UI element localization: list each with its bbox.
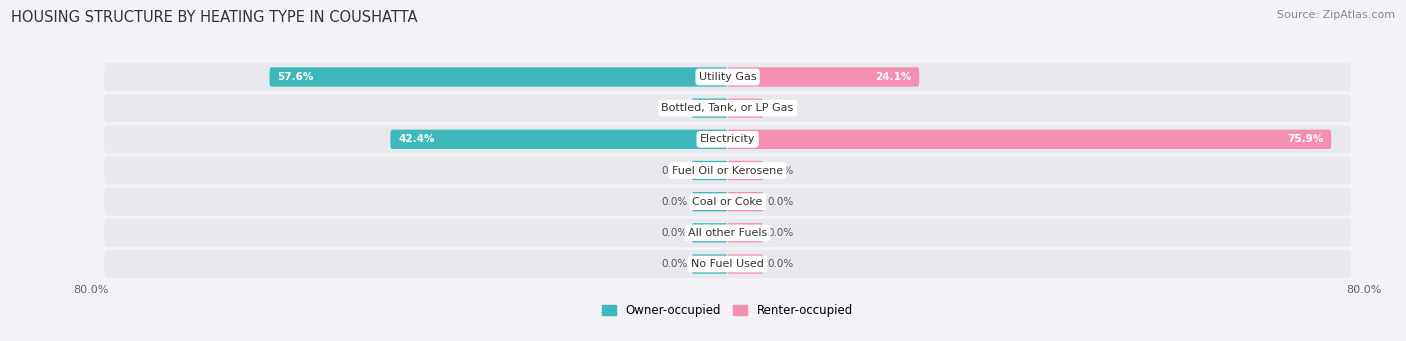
Text: 24.1%: 24.1% (875, 72, 911, 82)
FancyBboxPatch shape (692, 254, 728, 274)
FancyBboxPatch shape (692, 223, 728, 242)
Text: 0.0%: 0.0% (768, 228, 793, 238)
Text: Bottled, Tank, or LP Gas: Bottled, Tank, or LP Gas (661, 103, 794, 113)
FancyBboxPatch shape (104, 94, 1351, 122)
FancyBboxPatch shape (728, 130, 1331, 149)
Text: Fuel Oil or Kerosene: Fuel Oil or Kerosene (672, 165, 783, 176)
FancyBboxPatch shape (692, 192, 728, 211)
Text: Coal or Coke: Coal or Coke (692, 197, 763, 207)
Text: 0.0%: 0.0% (662, 259, 688, 269)
FancyBboxPatch shape (728, 192, 763, 211)
FancyBboxPatch shape (104, 157, 1351, 184)
Text: No Fuel Used: No Fuel Used (692, 259, 763, 269)
Text: 0.0%: 0.0% (768, 197, 793, 207)
Text: 75.9%: 75.9% (1286, 134, 1323, 144)
FancyBboxPatch shape (728, 67, 920, 87)
Text: Utility Gas: Utility Gas (699, 72, 756, 82)
FancyBboxPatch shape (104, 219, 1351, 247)
Text: Source: ZipAtlas.com: Source: ZipAtlas.com (1277, 10, 1395, 20)
Text: 0.0%: 0.0% (662, 165, 688, 176)
FancyBboxPatch shape (692, 99, 728, 118)
FancyBboxPatch shape (104, 63, 1351, 91)
Text: 0.0%: 0.0% (768, 259, 793, 269)
FancyBboxPatch shape (728, 99, 763, 118)
FancyBboxPatch shape (391, 130, 728, 149)
FancyBboxPatch shape (728, 254, 763, 274)
Text: 0.0%: 0.0% (662, 103, 688, 113)
FancyBboxPatch shape (104, 125, 1351, 153)
FancyBboxPatch shape (270, 67, 728, 87)
FancyBboxPatch shape (728, 223, 763, 242)
Text: Electricity: Electricity (700, 134, 755, 144)
Text: 0.0%: 0.0% (768, 165, 793, 176)
FancyBboxPatch shape (104, 188, 1351, 216)
Text: 0.0%: 0.0% (662, 228, 688, 238)
Text: 0.0%: 0.0% (662, 197, 688, 207)
Text: 42.4%: 42.4% (398, 134, 434, 144)
FancyBboxPatch shape (104, 250, 1351, 278)
FancyBboxPatch shape (728, 161, 763, 180)
Text: All other Fuels: All other Fuels (688, 228, 768, 238)
Legend: Owner-occupied, Renter-occupied: Owner-occupied, Renter-occupied (598, 299, 858, 322)
Text: 57.6%: 57.6% (277, 72, 314, 82)
Text: 0.0%: 0.0% (768, 103, 793, 113)
FancyBboxPatch shape (692, 161, 728, 180)
Text: HOUSING STRUCTURE BY HEATING TYPE IN COUSHATTA: HOUSING STRUCTURE BY HEATING TYPE IN COU… (11, 10, 418, 25)
